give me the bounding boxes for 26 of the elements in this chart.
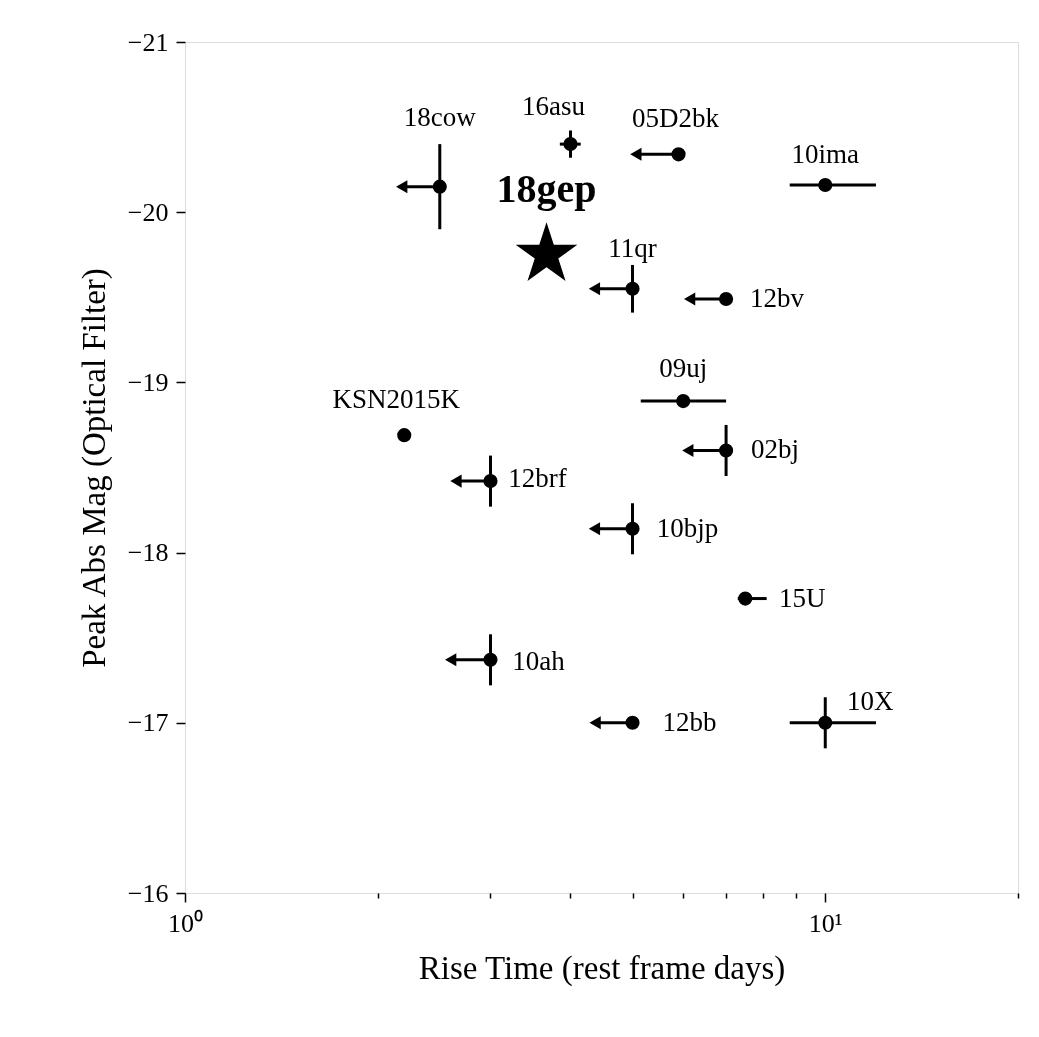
annotation: 12bb — [662, 706, 717, 737]
annotation: 18cow — [403, 101, 477, 132]
annotation: 02bj — [751, 434, 800, 465]
annotation: 10ah — [512, 645, 566, 676]
annotation: KSN2015K — [332, 384, 461, 415]
x-axis-title: Rise Time (rest frame days) — [418, 949, 786, 987]
y-axis-title: Peak Abs Mag (Optical Filter) — [75, 268, 113, 668]
annotation: 10ima — [791, 138, 860, 169]
y-tick-label: −20 — [127, 197, 169, 227]
annotation: 10X — [847, 685, 895, 716]
annotation: 15U — [779, 582, 826, 613]
x-tick-label: 10¹ — [808, 908, 843, 938]
x-tick-label: 10⁰ — [168, 908, 203, 938]
y-tick-label: −18 — [127, 538, 169, 568]
y-tick-label: −21 — [127, 27, 169, 57]
annotation: 12brf — [508, 463, 567, 494]
annotation: 05D2bk — [632, 103, 720, 134]
series-label: 18gep — [496, 165, 597, 211]
y-tick-label: −16 — [127, 878, 169, 908]
annotation: 16asu — [521, 91, 586, 122]
annotation: 09uj — [659, 353, 708, 384]
annotation: 10bjp — [656, 512, 719, 543]
annotation: 12bv — [750, 283, 805, 313]
annotation: 11qr — [608, 232, 657, 263]
y-tick-label: −19 — [127, 367, 169, 397]
y-tick-label: −17 — [127, 708, 169, 738]
